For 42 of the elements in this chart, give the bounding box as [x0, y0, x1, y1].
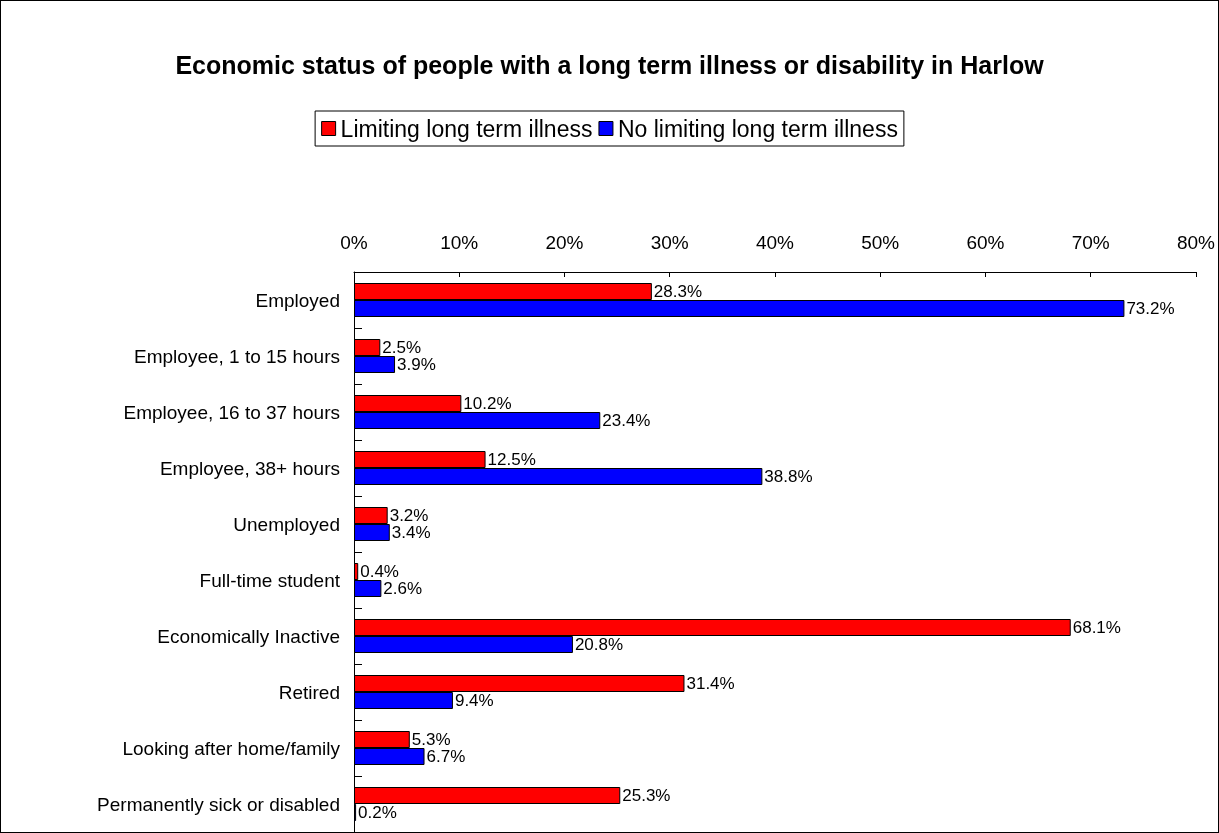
y-tick-label: Full-time student: [199, 569, 341, 591]
data-label: 5.3%: [411, 730, 451, 749]
x-tick-label: 30%: [650, 232, 689, 253]
y-tick-label: Employee, 38+ hours: [159, 457, 340, 479]
x-tick-label: 10%: [440, 232, 479, 253]
x-tick-label: 0%: [340, 232, 368, 253]
data-label: 38.8%: [764, 467, 813, 486]
x-tick-label: 40%: [755, 232, 795, 253]
data-label: 3.4%: [391, 523, 431, 542]
data-label: 68.1%: [1072, 618, 1121, 637]
data-label: 9.4%: [454, 691, 494, 710]
y-tick-label: Unemployed: [233, 513, 340, 535]
x-tick-label: 20%: [545, 232, 584, 253]
x-tick-label: 60%: [966, 232, 1005, 253]
data-label: 2.5%: [382, 338, 422, 357]
data-label: 3.9%: [397, 355, 436, 374]
x-tick-label: 50%: [861, 232, 900, 253]
legend-label: Limiting long term illness: [340, 115, 593, 142]
data-label: 28.3%: [653, 282, 703, 301]
data-label: 6.7%: [426, 747, 466, 766]
y-tick-label: Economically Inactive: [157, 625, 340, 647]
y-tick-label: Looking after home/family: [122, 737, 341, 759]
data-label: 2.6%: [383, 579, 423, 598]
data-label: 73.2%: [1126, 299, 1175, 318]
legend-label: No limiting long term illness: [617, 115, 898, 142]
x-tick-label: 70%: [1071, 232, 1110, 253]
data-label: 10.2%: [463, 394, 512, 413]
data-label: 31.4%: [686, 674, 735, 693]
x-tick-label: 80%: [1176, 232, 1216, 253]
data-label: 0.2%: [358, 803, 397, 822]
y-tick-label: Employee, 16 to 37 hours: [123, 401, 340, 423]
data-label: 0.4%: [360, 562, 399, 581]
data-label: 23.4%: [602, 411, 651, 430]
data-label: 3.2%: [389, 506, 429, 525]
data-label: 12.5%: [487, 450, 536, 469]
y-tick-label: Permanently sick or disabled: [97, 793, 340, 815]
y-tick-label: Employee, 1 to 15 hours: [134, 345, 340, 367]
chart-title: Economic status of people with a long term illness or disability in Harlow: [175, 51, 1045, 79]
y-tick-label: Retired: [278, 681, 340, 703]
data-label: 20.8%: [574, 635, 624, 654]
y-tick-label: Employed: [255, 289, 340, 311]
data-label: 25.3%: [622, 786, 671, 805]
